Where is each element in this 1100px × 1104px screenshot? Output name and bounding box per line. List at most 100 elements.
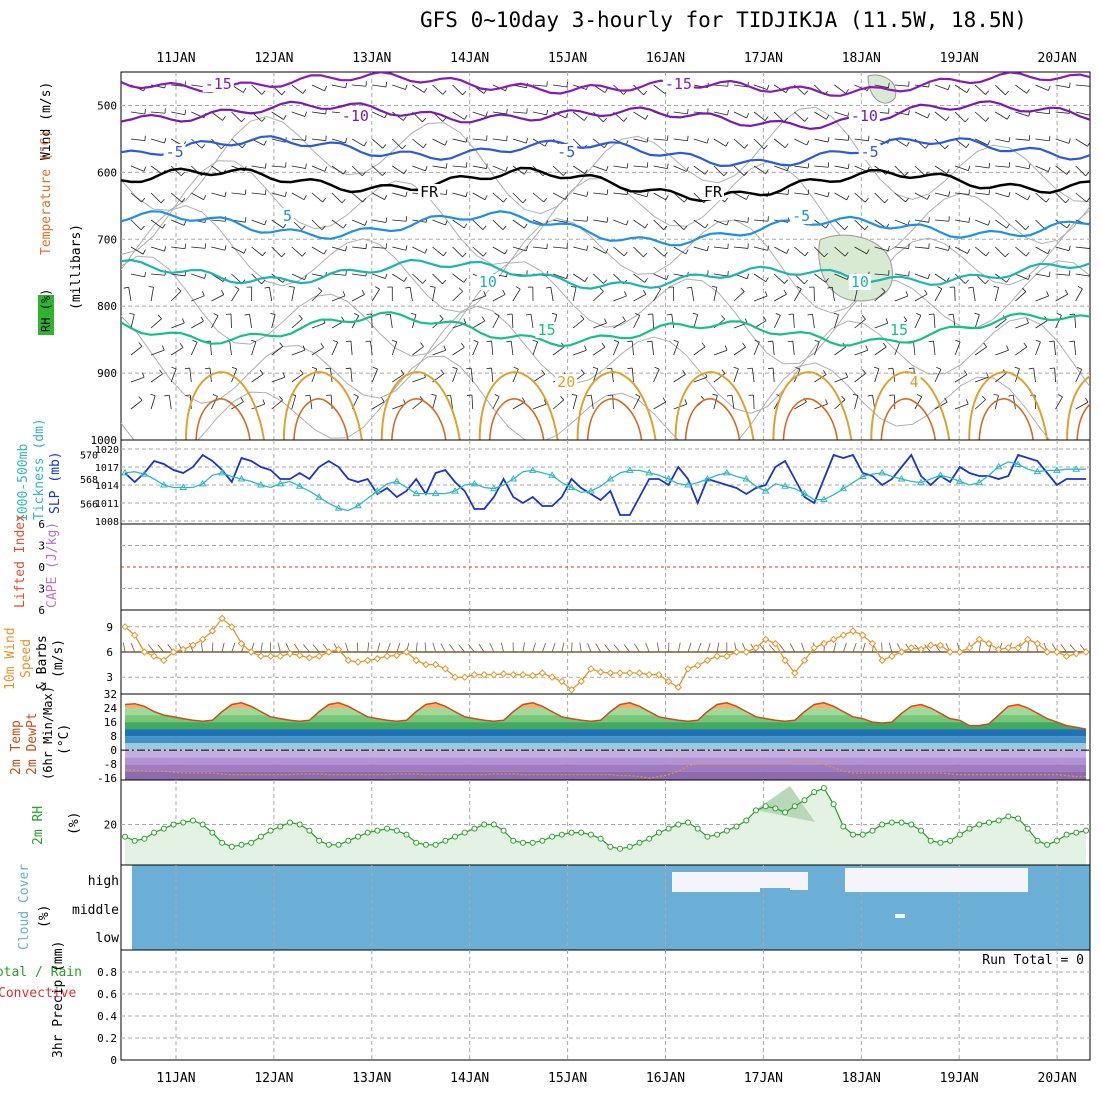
- wind-barb: [995, 220, 1006, 228]
- wind-barb: [734, 369, 738, 382]
- wind-barb: [312, 193, 323, 202]
- wind-barb: [171, 112, 185, 115]
- li-tick: 0: [38, 561, 45, 574]
- wind-barb-flag: [853, 394, 858, 395]
- wind-barb-flag: [925, 290, 928, 294]
- temp-label-3: (6hr Min/Max): [41, 686, 55, 780]
- wind-barb: [654, 139, 668, 140]
- wind-barb: [231, 314, 232, 328]
- wind-barb-flag: [164, 246, 165, 251]
- contour-label: -5: [166, 143, 184, 161]
- rh-marker: [355, 834, 360, 839]
- rh-marker: [647, 836, 652, 841]
- cloud-gap: [760, 872, 790, 888]
- wind-barb: [734, 193, 746, 199]
- wind-barb-flag: [614, 340, 619, 342]
- wind-speed-marker: [714, 653, 720, 659]
- wind-barb: [634, 193, 647, 197]
- wind-barb-flag: [425, 249, 427, 254]
- wind-barb-flag: [964, 370, 967, 374]
- wind-barb: [1076, 166, 1086, 176]
- wind-speed-marker: [889, 653, 895, 659]
- wind-barb-flag: [1024, 343, 1027, 347]
- wind-barb: [955, 139, 966, 148]
- slp-tick: 1017: [95, 463, 119, 474]
- wind-barb: [332, 247, 345, 251]
- wind-barb-flag: [847, 195, 849, 199]
- contour-label: FR: [704, 183, 723, 201]
- date-label-bottom: 13JAN: [352, 1071, 391, 1086]
- wind-speed-marker: [433, 662, 439, 668]
- rh-marker: [957, 832, 962, 837]
- wind-barb: [332, 296, 345, 301]
- wind-barb-flag: [461, 343, 464, 347]
- wind-barb: [714, 350, 727, 355]
- wind-barb-flag: [965, 118, 968, 122]
- wind-barb: [372, 369, 377, 382]
- wind-barb: [250, 314, 252, 328]
- wind-barb: [392, 274, 404, 282]
- wind-barb: [493, 220, 503, 230]
- wind-barb-flag: [906, 198, 909, 202]
- wind-barb: [292, 319, 303, 328]
- rh-marker: [278, 824, 283, 829]
- wind-barb: [425, 642, 426, 652]
- wind-barb: [717, 643, 719, 652]
- wind-speed-marker: [850, 628, 856, 634]
- rh-marker: [288, 820, 293, 825]
- rh-marker: [695, 826, 700, 831]
- wind-barb: [513, 220, 524, 228]
- rh-marker: [297, 822, 302, 827]
- cloud-gap: [845, 868, 935, 892]
- date-label-bottom: 19JAN: [940, 1071, 979, 1086]
- wind-label-4: (m/s): [51, 639, 66, 678]
- wind-barb-flag: [744, 145, 747, 149]
- wind-barb: [493, 316, 499, 328]
- wind-barb: [654, 369, 660, 382]
- wind-barb-flag: [443, 118, 446, 122]
- wind-barb-flag: [459, 288, 463, 291]
- wind-barb-flag: [375, 287, 379, 290]
- wind-barb: [493, 397, 499, 409]
- wind-barb-flag: [243, 88, 246, 92]
- wind-barb: [131, 139, 145, 141]
- wind-barb-flag: [205, 274, 206, 279]
- rh-marker: [239, 842, 244, 847]
- wind-barb-flag: [945, 145, 948, 149]
- wind-barb: [131, 193, 142, 202]
- wind-barb: [211, 316, 218, 328]
- rh-marker: [491, 822, 496, 827]
- contour-label: -10: [851, 107, 878, 125]
- wind-barb: [688, 643, 691, 652]
- isotherm-10: [121, 260, 1090, 289]
- wind-barb: [1036, 247, 1048, 254]
- wind-barb: [646, 643, 650, 652]
- wind-barb-flag: [265, 163, 266, 168]
- wind-barb: [1076, 85, 1090, 86]
- rh-marker: [880, 822, 885, 827]
- wind-barb: [352, 139, 364, 146]
- wind-barb-flag: [982, 396, 985, 400]
- wind-barb-flag: [587, 192, 588, 197]
- wind-barb-flag: [299, 315, 302, 319]
- wind-barb: [915, 166, 925, 176]
- wind-barb: [855, 395, 858, 409]
- li-tick: 6: [38, 518, 45, 531]
- wind-barb-flag: [643, 91, 646, 95]
- wind-barb-flag: [241, 118, 244, 122]
- rh-marker: [414, 840, 419, 845]
- wind-barb: [151, 374, 162, 382]
- rh-marker: [161, 826, 166, 831]
- wind-speed-marker: [957, 649, 963, 655]
- wind-barb: [492, 341, 493, 355]
- wind-speed-marker: [695, 662, 701, 668]
- wind-barb-flag: [842, 396, 845, 400]
- wind-barb: [252, 193, 266, 195]
- rh-marker: [229, 844, 234, 849]
- rh-marker: [1035, 838, 1040, 843]
- wind-barb: [151, 112, 165, 113]
